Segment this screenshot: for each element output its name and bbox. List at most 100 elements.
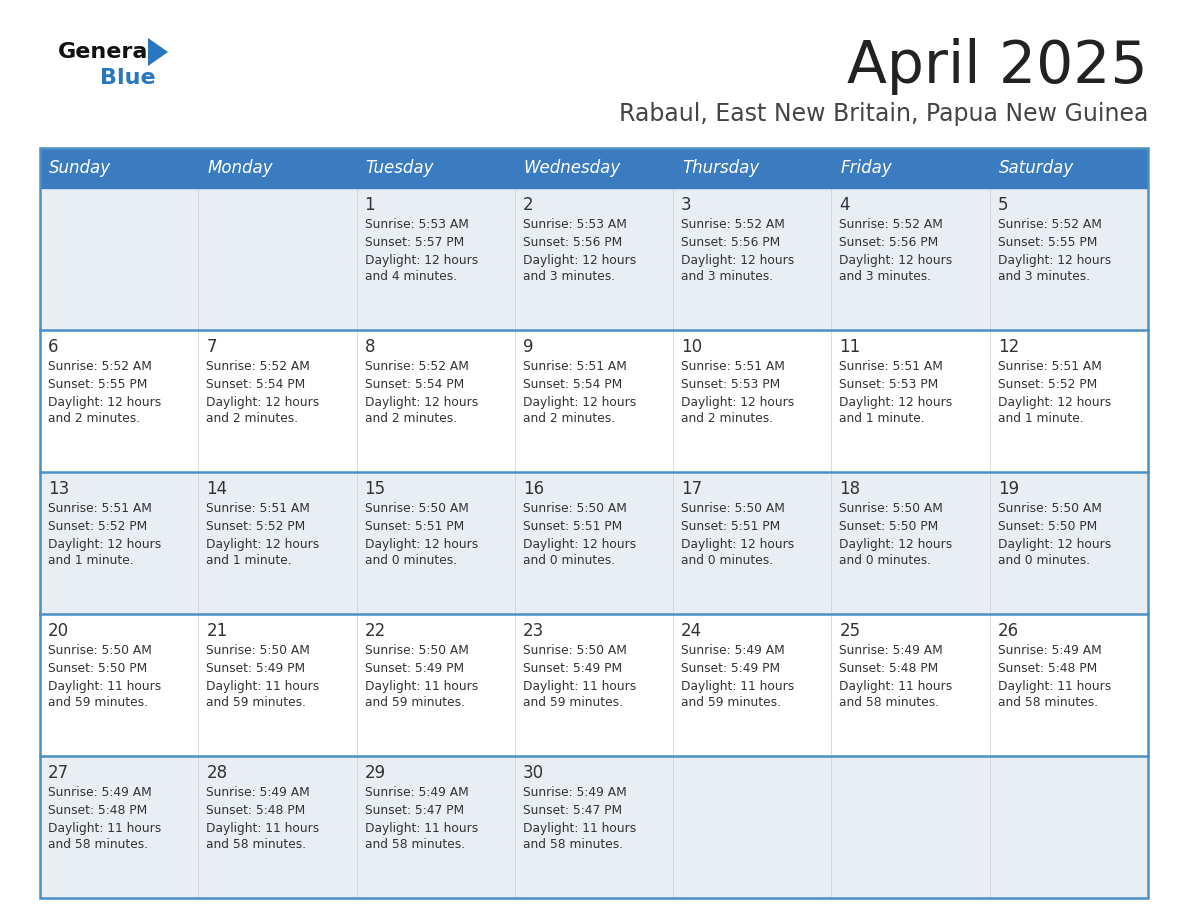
Text: Daylight: 12 hours: Daylight: 12 hours [523, 396, 636, 409]
Text: 9: 9 [523, 338, 533, 356]
Bar [40, 330, 198, 472]
Text: Sunrise: 5:49 AM: Sunrise: 5:49 AM [998, 644, 1101, 657]
Text: Sunrise: 5:51 AM: Sunrise: 5:51 AM [681, 360, 785, 373]
Text: Sunrise: 5:49 AM: Sunrise: 5:49 AM [48, 786, 152, 799]
Text: and 0 minutes.: and 0 minutes. [681, 554, 773, 567]
Text: Sunrise: 5:52 AM: Sunrise: 5:52 AM [365, 360, 468, 373]
Text: 14: 14 [207, 480, 227, 498]
Text: Daylight: 12 hours: Daylight: 12 hours [365, 254, 478, 267]
Text: Daylight: 11 hours: Daylight: 11 hours [365, 680, 478, 693]
Bar [832, 188, 990, 330]
Bar [990, 148, 1148, 188]
Text: 23: 23 [523, 622, 544, 640]
Bar [356, 756, 514, 898]
Bar [674, 472, 832, 614]
Text: 13: 13 [48, 480, 69, 498]
Bar [40, 756, 198, 898]
Text: Sunrise: 5:51 AM: Sunrise: 5:51 AM [840, 360, 943, 373]
Text: Sunrise: 5:52 AM: Sunrise: 5:52 AM [48, 360, 152, 373]
Bar [198, 614, 356, 756]
Text: Sunset: 5:55 PM: Sunset: 5:55 PM [48, 378, 147, 391]
Text: 15: 15 [365, 480, 386, 498]
Bar [514, 472, 674, 614]
Text: Daylight: 12 hours: Daylight: 12 hours [207, 538, 320, 551]
Bar [356, 188, 514, 330]
Text: Sunset: 5:52 PM: Sunset: 5:52 PM [48, 520, 147, 533]
Text: Daylight: 12 hours: Daylight: 12 hours [48, 538, 162, 551]
Text: Daylight: 12 hours: Daylight: 12 hours [840, 254, 953, 267]
Bar [832, 614, 990, 756]
Text: Sunrise: 5:50 AM: Sunrise: 5:50 AM [365, 502, 468, 515]
Text: Sunrise: 5:50 AM: Sunrise: 5:50 AM [48, 644, 152, 657]
Text: Daylight: 12 hours: Daylight: 12 hours [523, 538, 636, 551]
Text: Sunrise: 5:51 AM: Sunrise: 5:51 AM [48, 502, 152, 515]
Bar [514, 614, 674, 756]
Text: Sunday: Sunday [49, 159, 112, 177]
Bar [674, 330, 832, 472]
Text: Sunrise: 5:51 AM: Sunrise: 5:51 AM [998, 360, 1101, 373]
Text: Sunset: 5:51 PM: Sunset: 5:51 PM [365, 520, 463, 533]
Text: Wednesday: Wednesday [524, 159, 621, 177]
Text: Sunrise: 5:50 AM: Sunrise: 5:50 AM [365, 644, 468, 657]
Text: and 2 minutes.: and 2 minutes. [48, 412, 140, 425]
Text: Sunset: 5:48 PM: Sunset: 5:48 PM [840, 662, 939, 675]
Text: and 59 minutes.: and 59 minutes. [48, 696, 148, 709]
Text: 17: 17 [681, 480, 702, 498]
Text: 20: 20 [48, 622, 69, 640]
Text: Sunset: 5:50 PM: Sunset: 5:50 PM [48, 662, 147, 675]
Text: Monday: Monday [207, 159, 273, 177]
Text: and 59 minutes.: and 59 minutes. [523, 696, 623, 709]
Bar [40, 472, 198, 614]
Text: 8: 8 [365, 338, 375, 356]
Text: Sunset: 5:56 PM: Sunset: 5:56 PM [681, 236, 781, 249]
Text: 4: 4 [840, 196, 849, 214]
Text: Daylight: 12 hours: Daylight: 12 hours [840, 396, 953, 409]
Text: Sunset: 5:53 PM: Sunset: 5:53 PM [840, 378, 939, 391]
Text: Sunset: 5:56 PM: Sunset: 5:56 PM [523, 236, 623, 249]
Bar [40, 614, 198, 756]
Text: Daylight: 11 hours: Daylight: 11 hours [840, 680, 953, 693]
Text: Sunset: 5:50 PM: Sunset: 5:50 PM [998, 520, 1097, 533]
Text: Daylight: 12 hours: Daylight: 12 hours [681, 254, 795, 267]
Text: Sunrise: 5:52 AM: Sunrise: 5:52 AM [207, 360, 310, 373]
Text: and 3 minutes.: and 3 minutes. [523, 270, 615, 283]
Text: and 2 minutes.: and 2 minutes. [207, 412, 298, 425]
Text: Daylight: 11 hours: Daylight: 11 hours [998, 680, 1111, 693]
Text: Daylight: 12 hours: Daylight: 12 hours [998, 254, 1111, 267]
Text: Sunrise: 5:49 AM: Sunrise: 5:49 AM [840, 644, 943, 657]
Text: 28: 28 [207, 764, 227, 782]
Bar [40, 148, 198, 188]
Bar [832, 756, 990, 898]
Text: Rabaul, East New Britain, Papua New Guinea: Rabaul, East New Britain, Papua New Guin… [619, 102, 1148, 126]
Text: 7: 7 [207, 338, 216, 356]
Bar [198, 148, 356, 188]
Text: Sunset: 5:57 PM: Sunset: 5:57 PM [365, 236, 463, 249]
Text: Sunset: 5:48 PM: Sunset: 5:48 PM [998, 662, 1097, 675]
Text: 10: 10 [681, 338, 702, 356]
Text: and 58 minutes.: and 58 minutes. [207, 838, 307, 851]
Text: Sunset: 5:53 PM: Sunset: 5:53 PM [681, 378, 781, 391]
Text: 24: 24 [681, 622, 702, 640]
Text: Sunrise: 5:50 AM: Sunrise: 5:50 AM [523, 644, 627, 657]
Text: Daylight: 12 hours: Daylight: 12 hours [365, 396, 478, 409]
Text: Daylight: 12 hours: Daylight: 12 hours [48, 396, 162, 409]
Text: Daylight: 11 hours: Daylight: 11 hours [48, 680, 162, 693]
Text: Sunrise: 5:52 AM: Sunrise: 5:52 AM [681, 218, 785, 231]
Bar [40, 188, 198, 330]
Bar [198, 756, 356, 898]
Text: Sunset: 5:49 PM: Sunset: 5:49 PM [523, 662, 623, 675]
Text: Daylight: 12 hours: Daylight: 12 hours [207, 396, 320, 409]
Text: and 58 minutes.: and 58 minutes. [365, 838, 465, 851]
Bar [990, 614, 1148, 756]
Text: Daylight: 12 hours: Daylight: 12 hours [998, 538, 1111, 551]
Text: 12: 12 [998, 338, 1019, 356]
Text: and 58 minutes.: and 58 minutes. [523, 838, 623, 851]
Text: 1: 1 [365, 196, 375, 214]
Text: Sunset: 5:54 PM: Sunset: 5:54 PM [523, 378, 623, 391]
Text: Daylight: 12 hours: Daylight: 12 hours [998, 396, 1111, 409]
Text: and 59 minutes.: and 59 minutes. [207, 696, 307, 709]
Text: 16: 16 [523, 480, 544, 498]
Bar [990, 756, 1148, 898]
Text: and 1 minute.: and 1 minute. [48, 554, 133, 567]
Text: Daylight: 11 hours: Daylight: 11 hours [523, 822, 636, 835]
